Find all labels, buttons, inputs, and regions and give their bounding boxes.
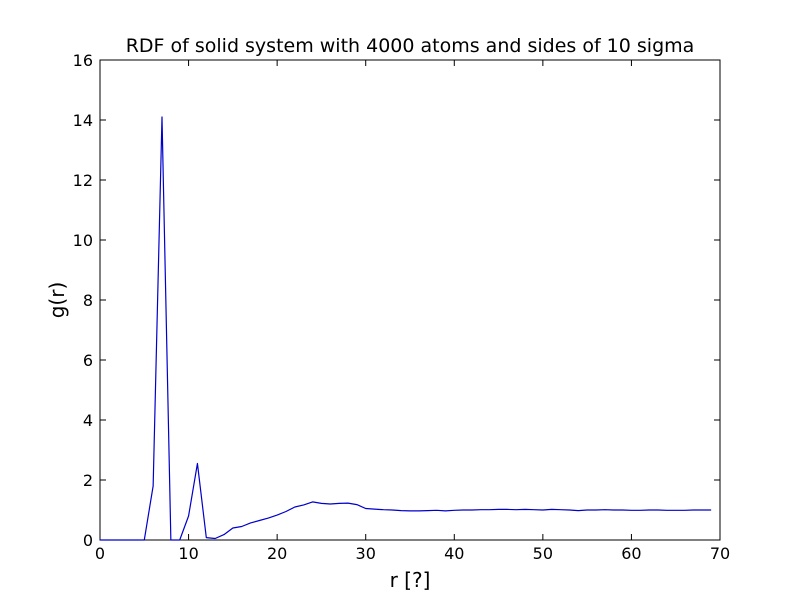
y-tick-label: 4 [83,411,93,430]
x-tick-label: 70 [710,544,730,563]
y-axis-title: g(r) [45,282,69,319]
x-tick-label: 30 [356,544,376,563]
y-tick-label: 0 [83,531,93,550]
y-tick-label: 16 [73,51,93,70]
x-axis-ticks: 0 10 20 30 40 50 60 70 [95,60,730,563]
y-tick-label: 12 [73,171,93,190]
y-axis-ticks: 0 2 4 6 8 10 12 14 16 [73,51,720,550]
y-tick-label: 6 [83,351,93,370]
x-axis-title: r [?] [390,568,431,592]
x-tick-label: 20 [267,544,287,563]
plot-frame [99,59,721,541]
x-tick-label: 50 [533,544,553,563]
x-tick-label: 40 [444,544,464,563]
rdf-series-line [100,116,712,541]
chart-title: RDF of solid system with 4000 atoms and … [126,35,695,57]
x-tick-label: 60 [621,544,641,563]
x-tick-label: 0 [95,544,105,563]
x-tick-label: 10 [178,544,198,563]
y-tick-label: 8 [83,291,93,310]
plot-area: 0 10 20 30 40 50 60 70 0 2 4 6 8 10 12 14 16 [73,51,731,563]
y-tick-label: 10 [73,231,93,250]
y-tick-label: 14 [73,111,93,130]
y-tick-label: 2 [83,471,93,490]
series-layer [100,116,712,541]
